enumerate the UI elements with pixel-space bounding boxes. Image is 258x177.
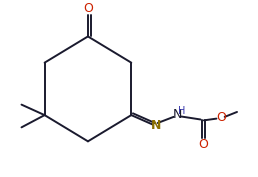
- Text: H: H: [178, 106, 186, 116]
- Text: O: O: [198, 138, 208, 151]
- Text: N: N: [173, 108, 182, 121]
- Text: O: O: [217, 111, 227, 124]
- Text: O: O: [83, 2, 93, 15]
- Text: N: N: [151, 119, 161, 132]
